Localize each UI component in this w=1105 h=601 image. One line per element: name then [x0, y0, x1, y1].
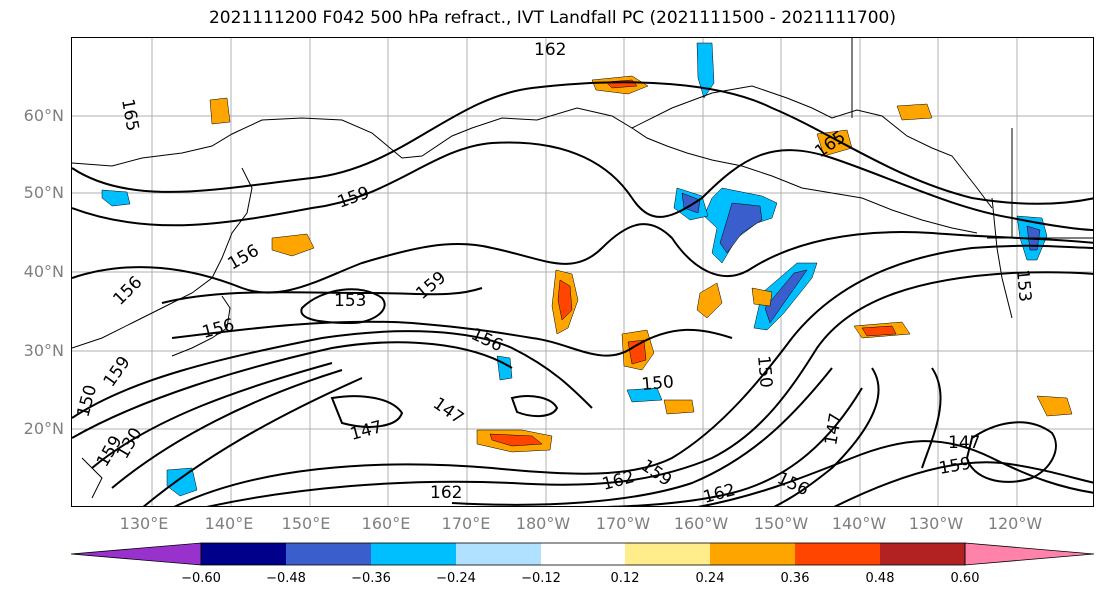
positive-anomaly: [209, 97, 231, 125]
contour-label: 162: [701, 480, 738, 507]
lon-label: 140°W: [831, 514, 887, 533]
contour-label: 159: [937, 454, 972, 479]
contour-label: 147: [821, 411, 846, 446]
negative-anomaly: [166, 467, 198, 497]
lon-label: 170°E: [441, 514, 491, 533]
contour-label: 147: [429, 394, 467, 429]
lat-label-20n: 20°N: [23, 419, 64, 438]
positive-anomaly: [663, 399, 695, 415]
lon-label: 150°W: [753, 514, 809, 533]
positive-anomaly: [896, 103, 933, 121]
lat-label-30n: 30°N: [23, 341, 64, 360]
colorbar-swatch: [710, 543, 795, 565]
positive-anomaly: [751, 287, 773, 307]
contour-label: 156: [225, 241, 263, 275]
map-title: 2021111200 F042 500 hPa refract., IVT La…: [208, 8, 896, 28]
lat-label-50n: 50°N: [23, 183, 64, 202]
contour-label: 162: [534, 40, 566, 60]
colorbar-swatch: [625, 543, 710, 565]
contour-label: 147: [348, 417, 385, 445]
positive-anomaly: [271, 233, 315, 257]
colorbar-tick: −0.24: [436, 571, 476, 586]
colorbar-swatch: [880, 543, 965, 565]
lon-label: 160°E: [361, 514, 411, 533]
contour-label: 159: [100, 353, 135, 391]
map-canvas: 162 165 165 159 156 156 153 156 159 156 …: [72, 38, 1093, 507]
colorbar-swatch: [795, 543, 880, 565]
colorbar-tick: 0.12: [610, 571, 640, 586]
lat-label-60n: 60°N: [23, 106, 64, 125]
height-contours: [72, 81, 1093, 506]
contour-label: 150: [641, 372, 675, 395]
negative-anomaly: [626, 387, 663, 403]
lon-label: 150°E: [281, 514, 331, 533]
contour-label: 159: [412, 268, 450, 304]
colorbar-tick: −0.12: [521, 571, 561, 586]
colorbar-extend-min: [71, 542, 202, 566]
colorbar-swatch: [371, 543, 456, 565]
negative-anomaly: [496, 355, 513, 381]
colorbar-tick: 0.36: [780, 571, 810, 586]
colorbar-tick: −0.36: [351, 571, 391, 586]
lon-label: 170°W: [595, 514, 651, 533]
colorbar-outline: [200, 542, 966, 566]
contour-label: 162: [600, 467, 637, 495]
negative-anomaly: [101, 189, 131, 207]
contour-label: 159: [335, 183, 372, 213]
colorbar-tick: 0.60: [950, 571, 980, 586]
contour-label: 162: [430, 483, 462, 503]
positive-anomaly: [1036, 395, 1073, 417]
colorbar-extend-max: [964, 542, 1095, 566]
anomaly-shading: [101, 42, 1073, 497]
positive-anomaly: [557, 279, 573, 321]
contour-label: 156: [109, 272, 146, 309]
colorbar-swatch: [456, 543, 541, 565]
lat-label-40n: 40°N: [23, 262, 64, 281]
contour-label: 165: [117, 97, 142, 132]
colorbar-swatch: [286, 543, 371, 565]
colorbar-tick: 0.48: [865, 571, 895, 586]
positive-anomaly: [861, 325, 897, 337]
lon-label: 140°E: [204, 514, 254, 533]
positive-anomaly: [627, 339, 647, 365]
negative-anomaly: [696, 42, 715, 99]
lon-label: 180°W: [515, 514, 571, 533]
positive-anomaly: [696, 282, 723, 319]
lon-label: 130°E: [119, 514, 169, 533]
map-panel: 162 165 165 159 156 156 153 156 159 156 …: [71, 37, 1094, 507]
contour-label: 153: [1012, 269, 1035, 303]
negative-anomaly: [764, 269, 808, 324]
colorbar-tick: −0.48: [266, 571, 306, 586]
negative-anomaly: [719, 202, 763, 254]
contour-label: 150: [74, 383, 102, 420]
contour-label: 150: [753, 355, 776, 389]
colorbar-tick: −0.60: [181, 571, 221, 586]
lon-label: 160°W: [673, 514, 729, 533]
positive-anomaly: [489, 433, 543, 447]
lon-label: 130°W: [908, 514, 964, 533]
colorbar-tick: 0.24: [695, 571, 725, 586]
contour-label: 153: [334, 291, 366, 311]
contour-label: 159: [637, 456, 675, 491]
colorbar: [71, 542, 1095, 566]
lon-label: 120°W: [987, 514, 1043, 533]
colorbar-swatch: [541, 543, 625, 565]
contour-label: 147: [948, 433, 980, 453]
colorbar-swatch: [201, 543, 286, 565]
